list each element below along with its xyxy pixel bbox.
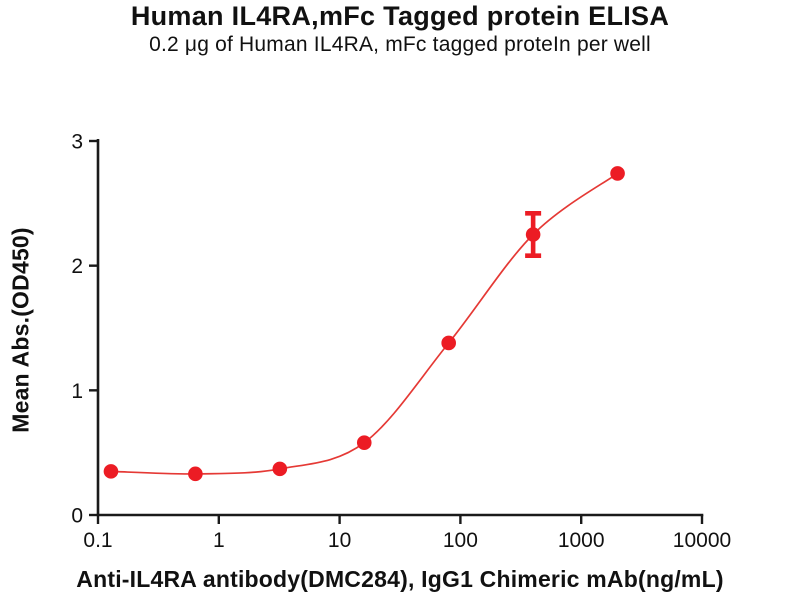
data-point: [103, 464, 119, 479]
x-tick-label: 100: [443, 529, 478, 552]
y-tick-label: 1: [71, 380, 83, 403]
chart-title: Human IL4RA,mFc Tagged protein ELISA: [130, 1, 670, 31]
data-point: [525, 227, 541, 242]
fit-curve: [110, 172, 619, 475]
data-point: [272, 461, 288, 477]
x-axis-label: Anti-IL4RA antibody(DMC284), IgG1 Chimer…: [76, 566, 724, 592]
chart-subtitle: 0.2 μg of Human IL4RA, mFc tagged proteI…: [149, 33, 651, 56]
y-tick-label: 3: [71, 131, 83, 154]
data-point: [188, 466, 203, 482]
data-point: [356, 435, 372, 450]
y-tick-label: 0: [71, 505, 83, 528]
x-tick-label: 1000: [558, 529, 605, 552]
data-point: [441, 335, 456, 351]
x-tick-label: 1: [213, 529, 225, 552]
data-point: [610, 166, 625, 181]
x-tick-label: 10000: [673, 529, 731, 552]
x-tick-label: 10: [328, 529, 351, 552]
x-tick-label: 0.1: [83, 529, 112, 552]
y-tick-label: 2: [71, 255, 83, 278]
